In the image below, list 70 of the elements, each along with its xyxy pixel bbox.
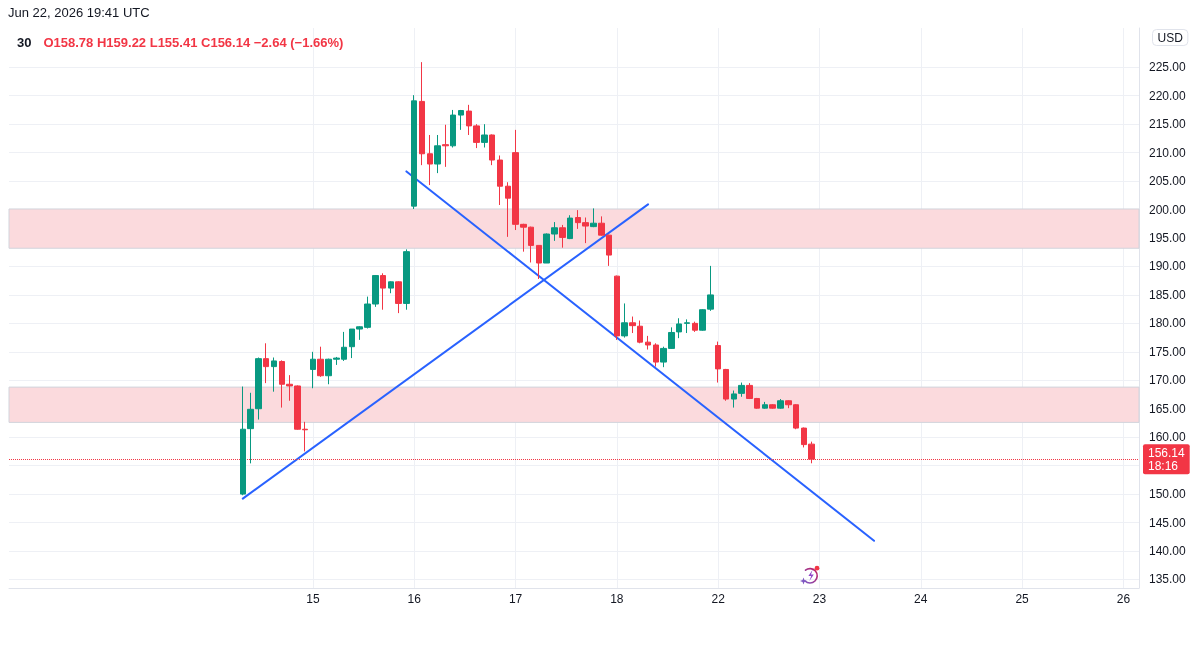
candlestick [240, 386, 246, 496]
candlestick [645, 335, 651, 351]
y-tick-label: 195.00 [1149, 231, 1187, 245]
candlestick [637, 320, 643, 344]
y-tick-label: 185.00 [1149, 287, 1187, 302]
y-tick-label: 225.00 [1149, 60, 1187, 75]
x-tick-label: 16 [407, 592, 422, 606]
candlestick [653, 342, 659, 368]
candlestick [536, 244, 542, 280]
candlestick [419, 61, 425, 166]
candlestick [559, 224, 566, 249]
candlestick [621, 302, 628, 339]
candlestick [762, 401, 768, 410]
candlestick [271, 357, 277, 393]
y-tick-label: 160.00 [1149, 430, 1187, 445]
candlestick [769, 403, 776, 410]
y-tick-label: 210.00 [1149, 145, 1187, 160]
candlestick [684, 318, 690, 334]
candlestick [614, 275, 620, 341]
candlestick [723, 368, 729, 402]
candlestick [489, 133, 495, 166]
y-tick-label: 180.00 [1149, 316, 1187, 331]
candlestick [317, 346, 324, 378]
candlestick [403, 248, 410, 311]
ref-line-label: 156.14 18:16 [1148, 445, 1186, 473]
y-tick-label: 220.00 [1149, 88, 1187, 103]
candlestick [481, 123, 488, 149]
text: Jun 22, 2026 19:41 UTC [8, 5, 150, 20]
candlestick [458, 109, 464, 131]
text: 30 [17, 34, 32, 50]
y-tick-label: 145.00 [1149, 515, 1187, 530]
candlestick [255, 357, 262, 421]
y-tick-label: 175.00 [1149, 344, 1187, 359]
x-tick-label: 17 [508, 592, 523, 606]
candlestick [247, 392, 254, 464]
candlestick [497, 154, 503, 206]
x-tick-label: 23 [812, 592, 827, 606]
candlestick [310, 351, 316, 389]
candlestick [567, 214, 573, 240]
y-tick-label: 165.00 [1149, 401, 1187, 416]
candlestick [692, 321, 698, 333]
candlestick [411, 94, 417, 210]
y-tick-label: 200.00 [1149, 202, 1187, 217]
candlestick [263, 342, 269, 384]
x-tick-label: 18 [610, 592, 624, 606]
y-tick-label: 215.00 [1149, 117, 1187, 132]
candlestick [380, 272, 386, 311]
candlestick [434, 134, 441, 174]
y-tick-label: 205.00 [1149, 174, 1187, 189]
candlestick [442, 124, 449, 168]
candlestick [388, 280, 394, 294]
candlestick [715, 341, 721, 384]
candlestick [590, 207, 597, 228]
y-axis-title: USD [1157, 30, 1184, 45]
x-tick-label: 15 [306, 592, 320, 606]
x-tick-label: 25 [1015, 592, 1030, 606]
candlestick [777, 398, 784, 410]
y-tick-label: 170.00 [1149, 373, 1187, 388]
candlestick [395, 280, 402, 314]
x-tick-label: 26 [1116, 592, 1131, 606]
y-tick-label: 140.00 [1149, 544, 1187, 559]
candlestick [427, 134, 433, 186]
x-tick-label: 24 [914, 592, 928, 606]
text: O158.78 H159.22 L155.41 C156.14 −2.64 (−1.66%) [43, 34, 344, 50]
y-tick-label: 135.00 [1149, 572, 1187, 587]
y-tick-label: 190.00 [1149, 259, 1187, 274]
x-tick-label: 22 [711, 592, 726, 606]
candlestick [450, 109, 456, 149]
candlestick [629, 316, 636, 334]
y-tick-label: 150.00 [1149, 487, 1187, 502]
